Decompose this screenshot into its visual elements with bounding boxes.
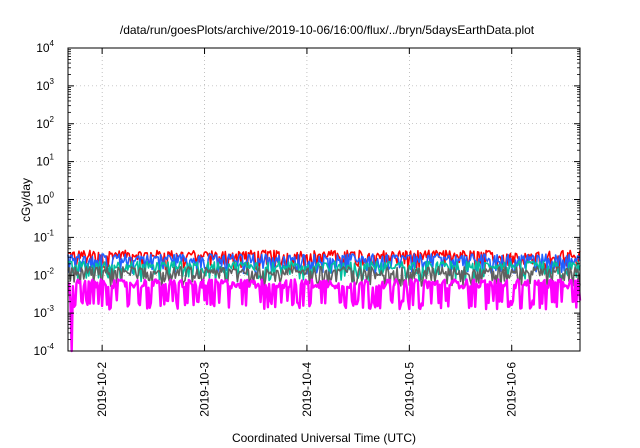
y-axis-label: cGy/day [19,178,33,222]
y-tick-label: 10-4 [34,342,55,358]
y-tick-label: 101 [36,153,54,169]
y-tick-label: 102 [36,115,54,131]
x-tick-label: 2019-10-2 [95,362,109,417]
grid [68,48,580,351]
series-line [67,260,581,283]
y-tick-label: 100 [36,191,54,207]
y-tick-label: 10-1 [34,228,55,244]
x-tick-label: 2019-10-4 [300,362,314,417]
x-axis: 2019-10-2 2019-10-3 2019-10-4 2019-10-5 2019… [95,48,519,417]
chart-title: /data/run/goesPlots/archive/2019-10-06/1… [120,23,535,37]
x-tick-label: 2019-10-3 [198,362,212,417]
y-axis: 10-4 10-3 10-2 10-1 100 101 102 103 104 [34,39,580,358]
y-tick-label: 10-3 [34,304,55,320]
x-tick-label: 2019-10-6 [505,362,519,417]
x-axis-label: Coordinated Universal Time (UTC) [232,431,416,445]
y-tick-label: 104 [36,39,54,55]
y-tick-label: 103 [36,77,54,93]
y-tick-label: 10-2 [34,266,55,282]
series-line [67,253,581,276]
series-layer [67,249,582,353]
series-line [67,278,582,353]
x-tick-label: 2019-10-5 [402,362,416,417]
